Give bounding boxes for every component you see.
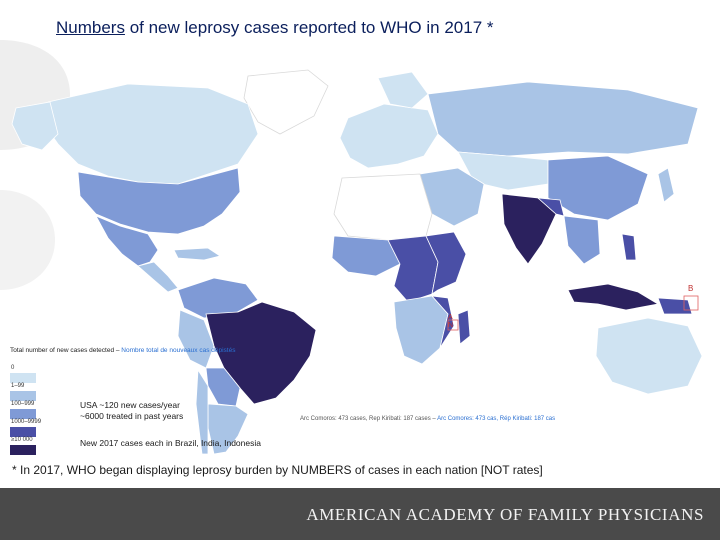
title-underlined-word: Numbers [56, 18, 125, 37]
legend-title: Total number of new cases detected – Nom… [10, 347, 236, 354]
inset-notes: Arc Comoros: 473 cases, Rep Kiribati: 18… [300, 416, 555, 422]
region-australia [595, 317, 703, 395]
region-mexico [95, 215, 159, 267]
legend-label: 1–99 [11, 383, 25, 389]
title-rest: of new leprosy cases reported to WHO in … [124, 18, 494, 37]
footnote: * In 2017, WHO began displaying leprosy … [12, 463, 543, 477]
region-europe [339, 103, 439, 169]
region-se-asia [563, 215, 601, 265]
region-greenland [243, 69, 329, 135]
world-choropleth-map [11, 69, 703, 454]
legend-label: 1000–9999 [11, 419, 42, 425]
region-indonesia [567, 283, 660, 311]
inset-label-an: A N [448, 314, 453, 330]
map-legend: Total number of new cases detected – Nom… [8, 345, 298, 455]
legend-swatch [10, 409, 36, 419]
region-caribbean [173, 247, 221, 261]
inset-label-b: B [688, 284, 694, 293]
region-scandinavia [377, 71, 429, 109]
usa-annotation: USA ~120 new cases/year ~6000 treated in… [80, 400, 183, 422]
legend-label: 100–999 [11, 401, 35, 407]
inset-box-kiribati [683, 295, 699, 311]
region-east-africa [425, 231, 467, 295]
region-central-america [137, 261, 179, 293]
region-canada [43, 83, 259, 185]
legend-swatch [10, 445, 36, 455]
region-southern-africa [393, 295, 449, 365]
legend-label: ≥10 000 [11, 437, 33, 443]
inset-notes-fr: Arc Comores: 473 cas, Rép Kiribati: 187 … [437, 416, 556, 422]
inset-label-a: A [448, 314, 453, 321]
legend-title-en: Total number of new cases detected [10, 347, 115, 354]
legend-swatch [10, 427, 36, 437]
region-mozambique [430, 295, 455, 349]
region-n-south-america [177, 277, 259, 319]
region-papua [657, 297, 693, 315]
region-philippines [621, 233, 637, 261]
region-alaska [11, 101, 59, 151]
usa-annotation-line2: ~6000 treated in past years [80, 411, 184, 421]
legend-swatch [10, 391, 36, 401]
region-argentina [207, 403, 249, 454]
region-usa [77, 167, 241, 235]
legend-swatch [10, 373, 36, 383]
slide-title: Numbers of new leprosy cases reported to… [56, 18, 493, 38]
region-chile [195, 368, 209, 454]
footer-bar: AMERICAN ACADEMY OF FAMILY PHYSICIANS [0, 488, 720, 540]
legend-title-fr: Nombre total de nouveaux cas dépistés [121, 347, 236, 354]
inset-notes-en: Arc Comoros: 473 cases, Rep Kiribati: 18… [300, 416, 438, 422]
legend-label: 0 [11, 365, 15, 371]
inset-label-n: N [448, 322, 454, 329]
brazil-india-indonesia-annotation: New 2017 cases each in Brazil, India, In… [80, 438, 261, 448]
inset-box-comoros [447, 319, 459, 331]
region-madagascar [457, 309, 471, 345]
region-north-africa [333, 173, 433, 241]
usa-annotation-line1: USA ~120 new cases/year [80, 400, 180, 410]
region-japan [657, 167, 675, 203]
footer-org-name: AMERICAN ACADEMY OF FAMILY PHYSICIANS [306, 505, 704, 524]
region-russia [427, 81, 699, 157]
